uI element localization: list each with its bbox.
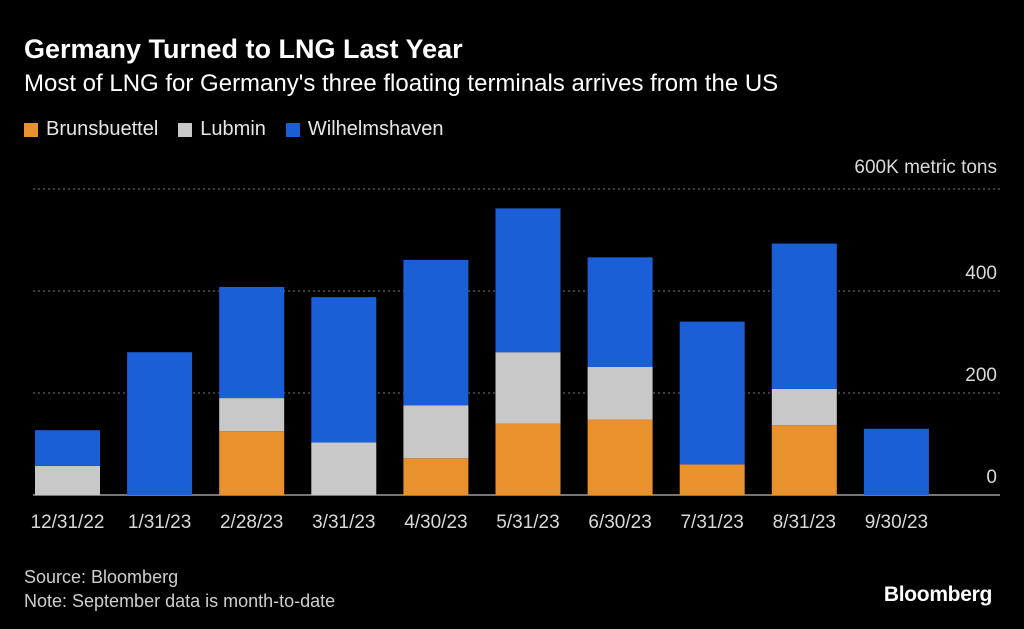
bar-wilhelmshaven-9-30-23 bbox=[863, 428, 929, 495]
bar-lubmin-8-31-23 bbox=[771, 388, 837, 426]
x-tick-label: 1/31/23 bbox=[128, 512, 191, 533]
x-tick-label: 8/31/23 bbox=[773, 512, 836, 533]
x-tick-label: 3/31/23 bbox=[312, 512, 375, 533]
bar-lubmin-5-31-23 bbox=[495, 352, 561, 424]
bar-layer bbox=[35, 208, 929, 495]
bar-lubmin-6-30-23 bbox=[587, 366, 653, 420]
x-tick-label: 4/30/23 bbox=[404, 512, 467, 533]
legend-label-lubmin: Lubmin bbox=[200, 118, 266, 140]
bar-lubmin-4-30-23 bbox=[403, 405, 469, 459]
legend-item-brunsbuettel: Brunsbuettel bbox=[24, 118, 158, 141]
x-tick-label: 2/28/23 bbox=[220, 512, 283, 533]
bar-wilhelmshaven-1-31-23 bbox=[127, 352, 193, 495]
legend-swatch-wilhelmshaven bbox=[285, 122, 300, 137]
label-layer: 0 200 400 600K metric tons 12/31/22 1/31/23 2/… bbox=[31, 157, 997, 533]
bar-wilhelmshaven-8-31-23 bbox=[771, 243, 837, 389]
bar-wilhelmshaven-6-30-23 bbox=[587, 257, 653, 367]
legend-swatch-brunsbuettel bbox=[24, 122, 38, 137]
legend: Brunsbuettel Lubmin Wilhelmshaven bbox=[24, 118, 444, 141]
x-tick-label: 12/31/22 bbox=[31, 512, 105, 533]
x-tick-label: 6/30/23 bbox=[588, 512, 651, 533]
bar-lubmin-12-31-22 bbox=[35, 465, 100, 495]
bar-wilhelmshaven-2-28-23 bbox=[219, 286, 285, 399]
chart-title: Germany Turned to LNG Last Year bbox=[24, 34, 463, 64]
source-note: Source: Bloomberg Note: September data i… bbox=[24, 565, 335, 613]
x-tick-label: 5/31/23 bbox=[496, 512, 559, 533]
bar-brunsbuettel-5-31-23 bbox=[495, 423, 561, 495]
y-axis-unit-label: 600K metric tons bbox=[854, 157, 997, 178]
bar-lubmin-2-28-23 bbox=[219, 398, 285, 432]
bar-brunsbuettel-8-31-23 bbox=[771, 425, 837, 495]
legend-label-brunsbuettel: Brunsbuettel bbox=[46, 118, 159, 140]
note-text: Note: September data is month-to-date bbox=[24, 591, 336, 611]
bar-brunsbuettel-4-30-23 bbox=[403, 458, 469, 495]
legend-label-wilhelmshaven: Wilhelmshaven bbox=[307, 118, 444, 140]
bar-brunsbuettel-7-31-23 bbox=[679, 464, 745, 495]
bar-wilhelmshaven-7-31-23 bbox=[679, 321, 745, 465]
y-tick-label-0: 0 bbox=[986, 467, 997, 488]
bar-lubmin-3-31-23 bbox=[311, 442, 377, 495]
y-tick-label-200: 200 bbox=[965, 365, 997, 386]
x-tick-label: 7/31/23 bbox=[680, 512, 743, 533]
legend-item-wilhelmshaven: Wilhelmshaven bbox=[285, 118, 444, 141]
bar-wilhelmshaven-12-31-22 bbox=[35, 430, 100, 466]
bar-wilhelmshaven-3-31-23 bbox=[311, 297, 377, 443]
legend-item-lubmin: Lubmin bbox=[178, 118, 266, 141]
bloomberg-logo: Bloomberg bbox=[883, 583, 992, 606]
bar-wilhelmshaven-5-31-23 bbox=[495, 208, 561, 353]
bar-brunsbuettel-6-30-23 bbox=[587, 419, 653, 495]
legend-swatch-lubmin bbox=[178, 122, 193, 137]
x-tick-label: 9/30/23 bbox=[865, 512, 928, 533]
bar-wilhelmshaven-4-30-23 bbox=[403, 259, 469, 406]
bar-brunsbuettel-2-28-23 bbox=[219, 431, 285, 495]
chart-subtitle: Most of LNG for Germany's three floating… bbox=[24, 70, 779, 97]
y-tick-label-400: 400 bbox=[965, 263, 997, 284]
source-text: Source: Bloomberg bbox=[24, 567, 179, 587]
